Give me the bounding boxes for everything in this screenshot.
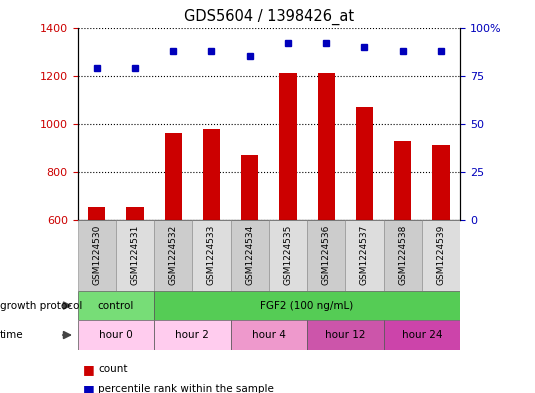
Bar xyxy=(231,320,307,350)
Bar xyxy=(346,220,384,291)
Bar xyxy=(422,220,460,291)
Text: control: control xyxy=(98,301,134,310)
Bar xyxy=(318,73,335,220)
Bar xyxy=(394,141,411,220)
Bar xyxy=(78,291,154,320)
Bar xyxy=(78,320,154,350)
Text: GSM1224538: GSM1224538 xyxy=(398,225,407,285)
Bar xyxy=(432,145,449,220)
Text: hour 4: hour 4 xyxy=(252,330,286,340)
Bar xyxy=(126,207,143,220)
Text: hour 2: hour 2 xyxy=(175,330,209,340)
Bar xyxy=(193,220,231,291)
Bar xyxy=(384,320,460,350)
Text: count: count xyxy=(98,364,127,375)
Bar xyxy=(78,220,116,291)
Text: GSM1224537: GSM1224537 xyxy=(360,225,369,285)
Text: GSM1224532: GSM1224532 xyxy=(169,225,178,285)
Bar xyxy=(241,155,258,220)
Text: ■: ■ xyxy=(83,382,95,393)
Bar xyxy=(279,73,296,220)
Bar xyxy=(384,220,422,291)
Text: FGF2 (100 ng/mL): FGF2 (100 ng/mL) xyxy=(261,301,354,310)
Text: GSM1224535: GSM1224535 xyxy=(284,225,293,285)
Text: hour 0: hour 0 xyxy=(99,330,133,340)
Bar xyxy=(165,133,182,220)
Text: GSM1224530: GSM1224530 xyxy=(92,225,101,285)
Bar xyxy=(154,291,460,320)
Text: GSM1224539: GSM1224539 xyxy=(437,225,446,285)
Bar xyxy=(307,320,384,350)
Title: GDS5604 / 1398426_at: GDS5604 / 1398426_at xyxy=(184,9,354,25)
Text: GSM1224534: GSM1224534 xyxy=(245,225,254,285)
Bar xyxy=(269,220,307,291)
Text: ■: ■ xyxy=(83,363,95,376)
Text: hour 24: hour 24 xyxy=(402,330,442,340)
Text: time: time xyxy=(0,330,24,340)
Text: GSM1224531: GSM1224531 xyxy=(131,225,140,285)
Text: percentile rank within the sample: percentile rank within the sample xyxy=(98,384,274,393)
Bar xyxy=(307,220,346,291)
Text: growth protocol: growth protocol xyxy=(0,301,82,310)
Text: GSM1224536: GSM1224536 xyxy=(322,225,331,285)
Bar xyxy=(154,320,231,350)
Text: GSM1224533: GSM1224533 xyxy=(207,225,216,285)
Bar xyxy=(231,220,269,291)
Bar xyxy=(203,129,220,220)
Bar xyxy=(116,220,154,291)
Bar xyxy=(356,107,373,220)
Bar xyxy=(154,220,193,291)
Text: hour 12: hour 12 xyxy=(325,330,365,340)
Bar xyxy=(88,207,105,220)
